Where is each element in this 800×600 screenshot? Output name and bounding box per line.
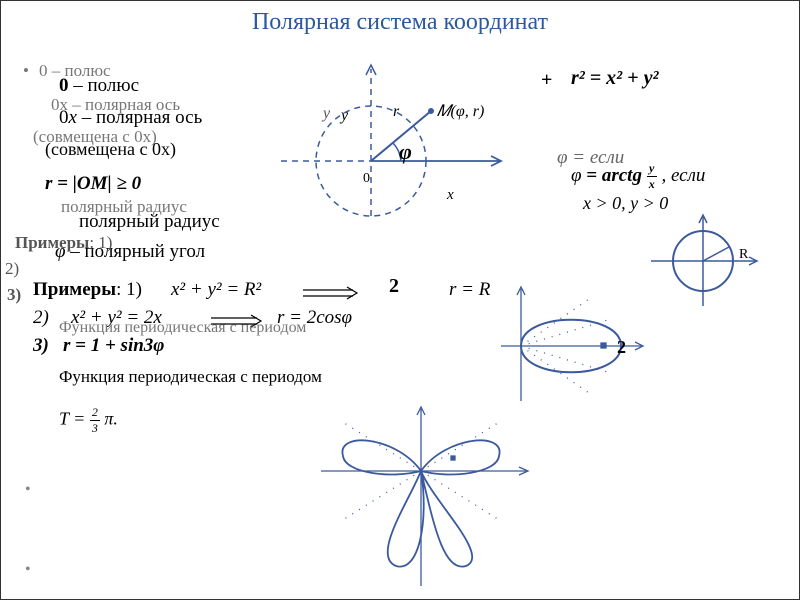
d1-phi: φ: [399, 139, 412, 165]
ex2-num: 2): [33, 307, 49, 329]
def-axis2: (совмещена с 0х): [45, 139, 176, 160]
period-line: Функция периодическая с периодом: [59, 367, 322, 387]
d1-x: x: [447, 187, 454, 204]
diagram-rose: [301, 401, 541, 600]
def-pole: 0 – полюс: [59, 75, 139, 97]
ex-row3-shadow: 3): [7, 285, 21, 305]
diagram-polar-def: [261, 61, 511, 221]
stray-bullet-1: •: [25, 481, 31, 499]
period-T: T = 23 π.: [59, 405, 118, 436]
def-radius: полярный радиус: [79, 211, 220, 233]
examples-heading: Примеры: 1): [33, 279, 142, 301]
formula-phi: φ = arctg yx , если: [571, 161, 705, 192]
d1-y-shadow: y: [323, 105, 330, 123]
ex-row2-shadow: 2): [5, 259, 19, 279]
d1-y: y: [341, 107, 348, 125]
plus-1: +: [541, 69, 552, 92]
examples-heading-shadow: Примеры: 1): [15, 233, 112, 253]
stray-bullet-2: •: [25, 561, 31, 579]
ex3-num: 3): [33, 335, 49, 357]
def-axis: 0x – полярная ось: [59, 107, 202, 129]
arrow-icon-1: [301, 284, 361, 302]
d1-r: r: [393, 103, 399, 121]
page-title: Полярная система координат: [1, 9, 799, 36]
formula-r: r = |OM| ≥ 0: [45, 173, 141, 195]
circleR-label: R: [739, 247, 748, 263]
ex1-mark2: 2: [389, 275, 399, 298]
ex1: x² + y² = R²: [171, 279, 261, 301]
formula-r2: r² = x² + y²: [571, 67, 658, 90]
d1-0: 0: [363, 171, 370, 187]
ex3: r = 1 + sin3φ: [63, 335, 164, 357]
cardioid-mark: 2: [617, 337, 626, 358]
d1-M: 𝑀(φ, r): [437, 103, 484, 121]
